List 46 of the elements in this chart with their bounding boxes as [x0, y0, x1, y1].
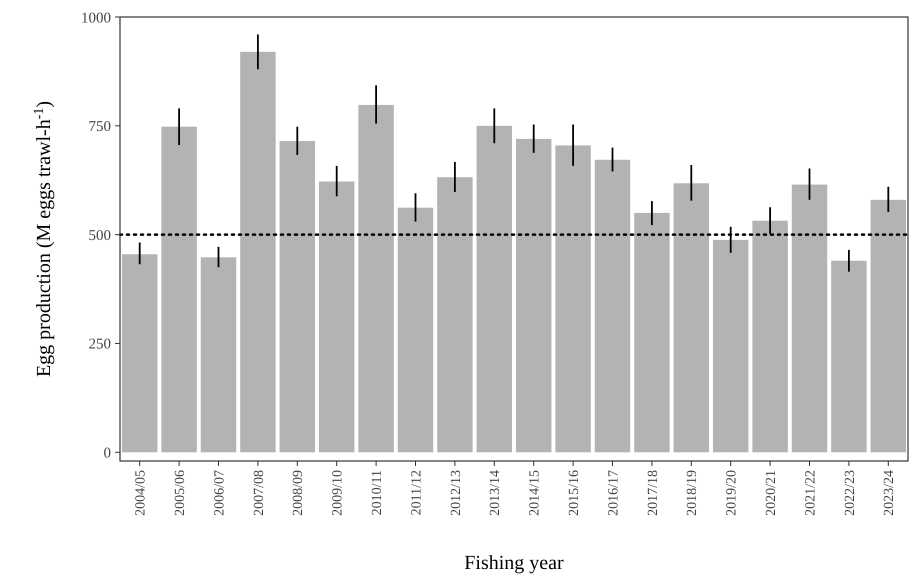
bar — [516, 138, 552, 452]
x-tick-label: 2023/24 — [882, 470, 898, 516]
bar — [712, 240, 748, 452]
bar — [280, 141, 316, 452]
bar — [752, 220, 788, 452]
x-tick-label: 2007/08 — [252, 470, 267, 516]
bar — [161, 126, 197, 452]
x-tick-label: 2012/13 — [448, 470, 464, 516]
x-tick-label: 2017/18 — [646, 470, 661, 516]
bar — [240, 52, 276, 452]
y-tick-label: 1000 — [81, 10, 111, 26]
x-tick-label: 2014/15 — [528, 470, 543, 516]
x-tick-label: 2011/12 — [409, 470, 424, 516]
x-tick-label: 2015/16 — [567, 470, 582, 516]
bar — [398, 208, 434, 452]
x-tick-label: 2020/21 — [764, 470, 779, 516]
bar — [318, 182, 354, 452]
y-tick-label: 500 — [88, 228, 111, 244]
x-tick-label: 2022/23 — [842, 470, 858, 516]
bar — [122, 254, 158, 452]
y-tick-label: 250 — [88, 336, 111, 353]
bar — [476, 126, 512, 452]
bar — [437, 177, 473, 452]
bar — [792, 184, 828, 452]
bar — [555, 145, 591, 452]
bar — [831, 260, 867, 452]
y-tick-label: 0 — [104, 446, 111, 462]
x-tick-label: 2005/06 — [173, 470, 188, 516]
bar — [870, 200, 906, 452]
x-tick-label: 2019/20 — [724, 470, 740, 516]
x-tick-label: 2016/17 — [606, 470, 622, 516]
x-tick-label: 2010/11 — [370, 470, 385, 516]
x-tick-label: 2009/10 — [330, 470, 346, 516]
x-tick-label: 2008/09 — [291, 470, 306, 516]
bar — [594, 160, 630, 452]
bar — [200, 257, 236, 452]
x-tick-label: 2013/14 — [488, 470, 504, 516]
y-tick-label: 750 — [88, 119, 111, 136]
x-tick-label: 2006/07 — [212, 470, 228, 516]
bar — [634, 212, 670, 452]
x-tick-label: 2004/05 — [134, 470, 149, 516]
bar — [358, 104, 394, 452]
x-tick-label: 2018/19 — [685, 470, 700, 516]
x-axis-title: Fishing year — [464, 552, 564, 574]
bar — [674, 183, 710, 452]
x-tick-label: 2021/22 — [803, 470, 818, 516]
